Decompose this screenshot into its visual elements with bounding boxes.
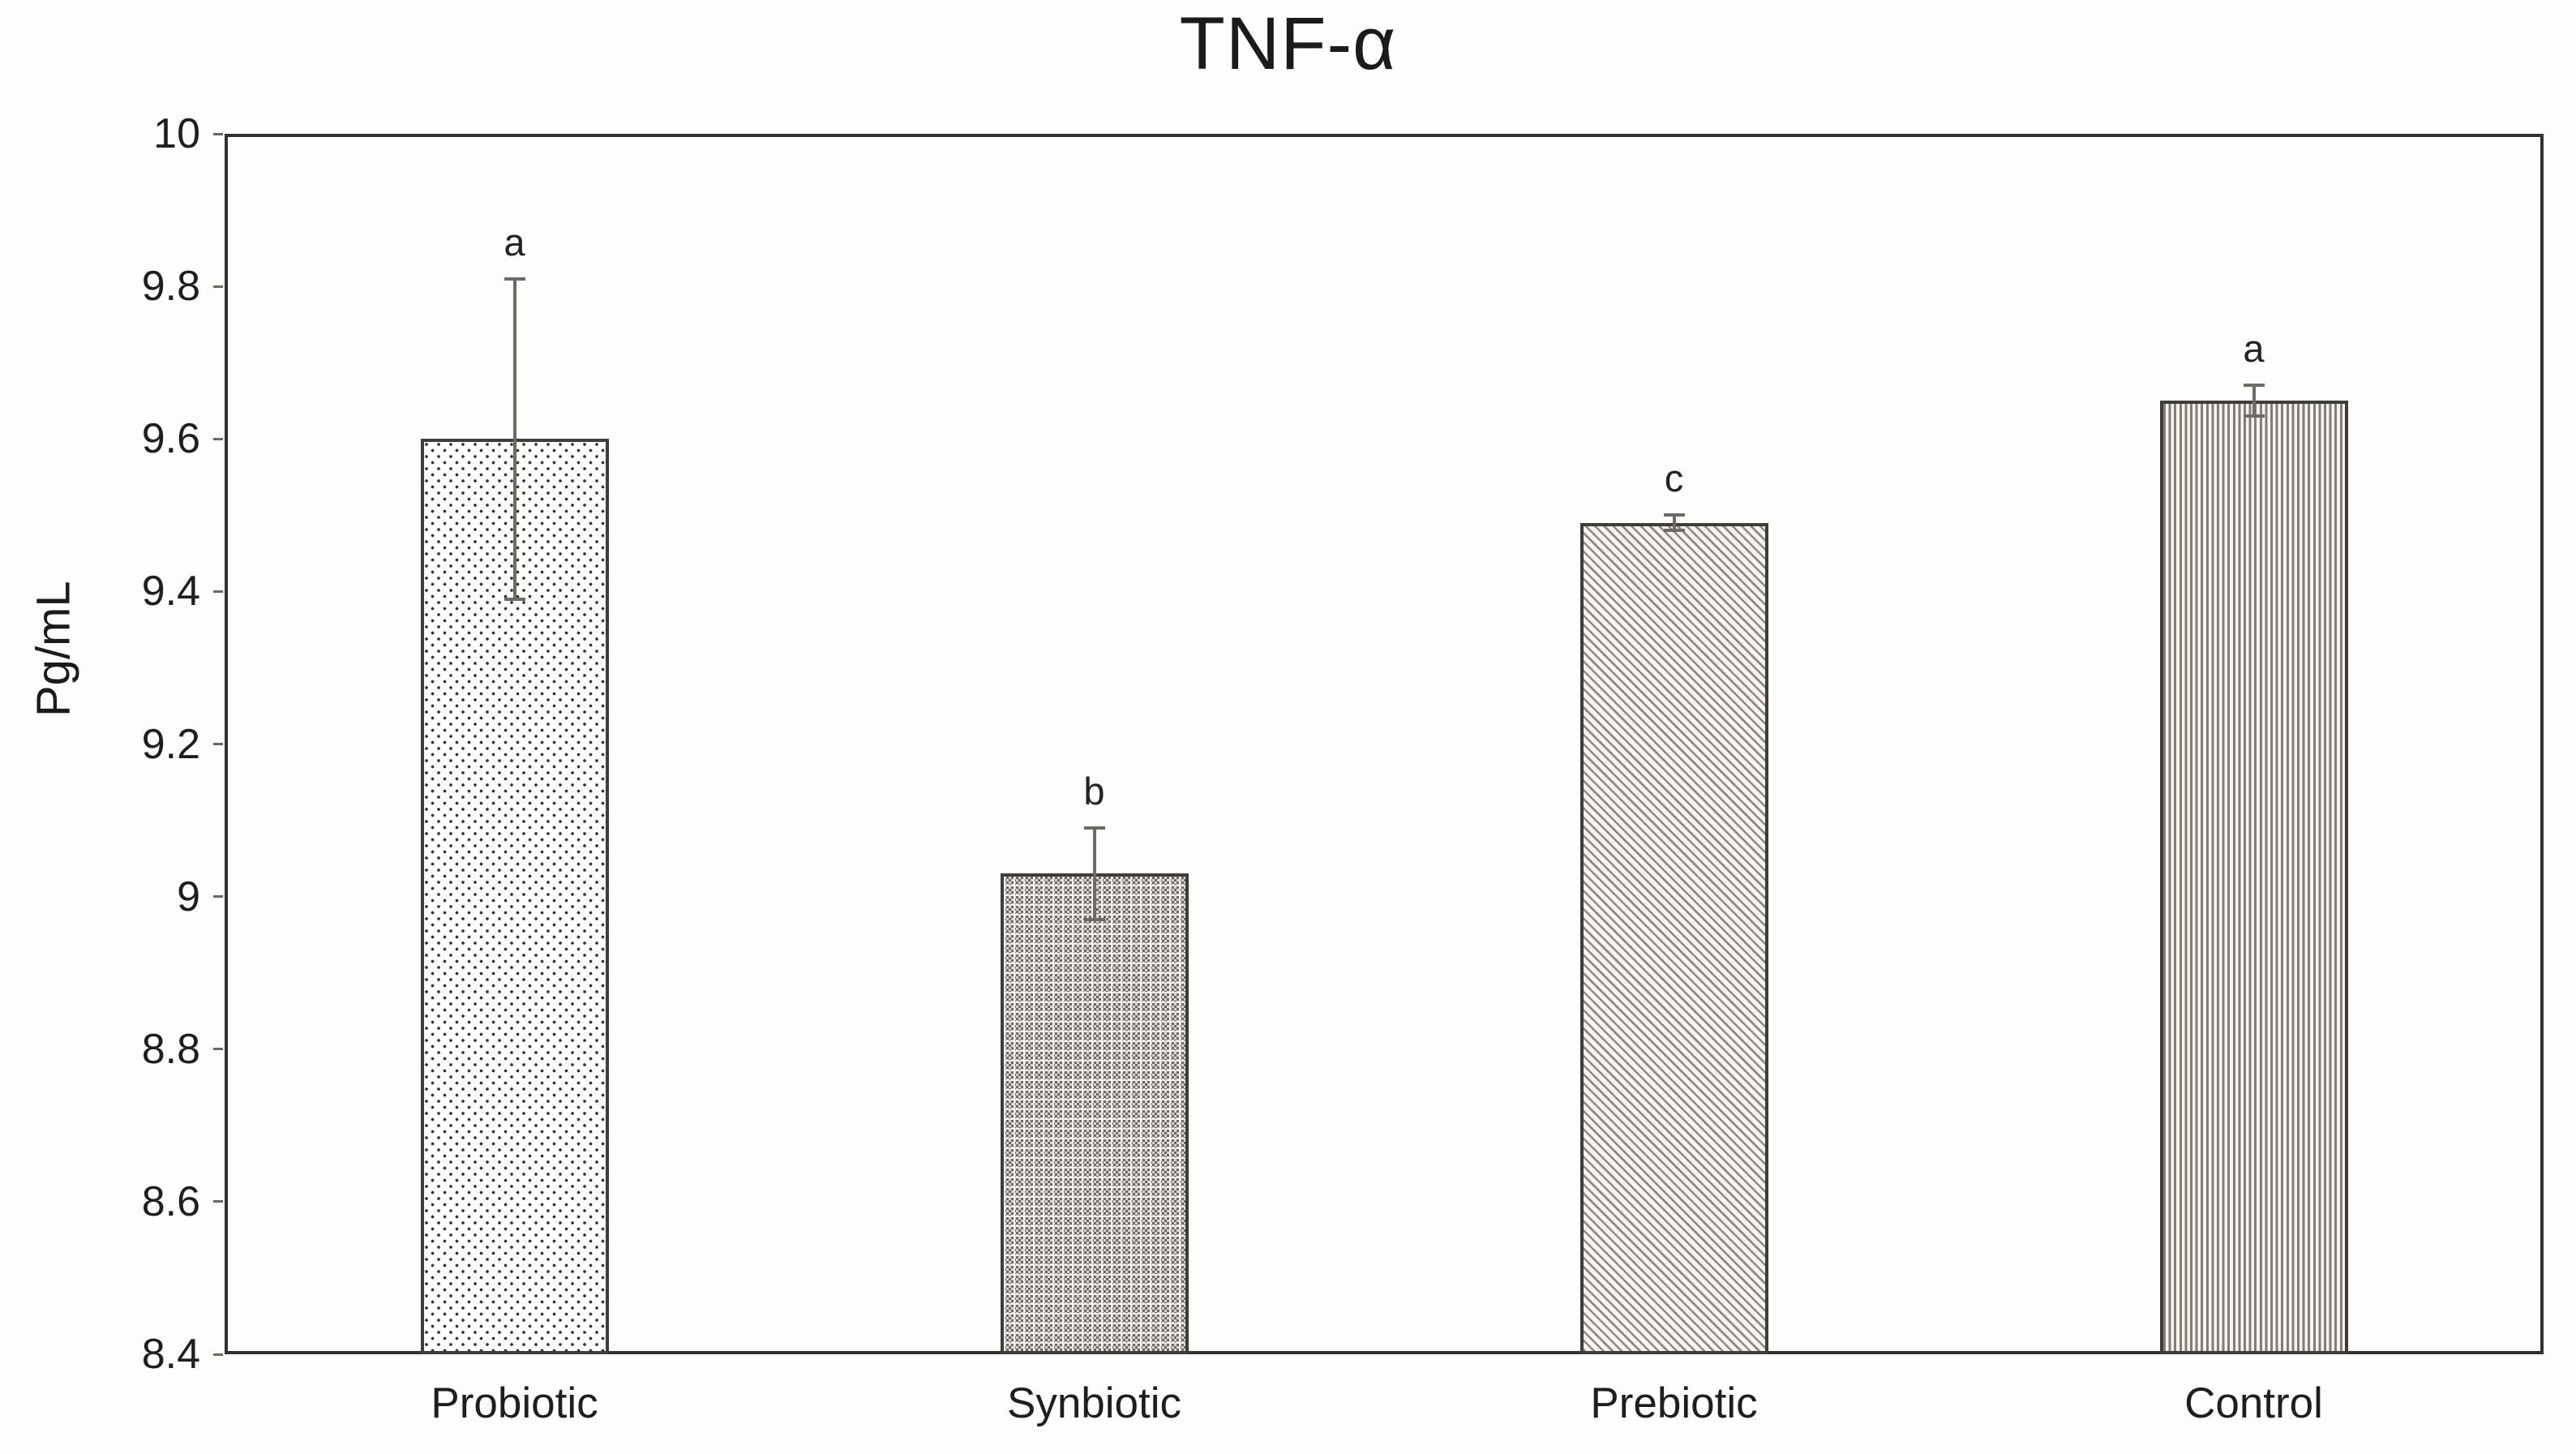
y-tick-mark <box>213 590 223 593</box>
x-category-label-synbiotic: Synbiotic <box>1006 1379 1182 1427</box>
y-tick-label: 9.8 <box>141 263 200 311</box>
y-tick-label: 10 <box>153 110 200 157</box>
y-tick-label: 8.8 <box>141 1025 200 1073</box>
significance-letter-synbiotic: b <box>1083 769 1105 813</box>
y-tick-mark <box>213 1200 223 1203</box>
error-bar-cap-top-probiotic <box>504 277 525 281</box>
bar-synbiotic <box>1000 873 1189 1354</box>
error-bar-cap-bottom-control <box>2243 414 2265 418</box>
y-tick-mark <box>213 743 223 745</box>
y-tick-mark <box>213 437 223 440</box>
x-category-label-prebiotic: Prebiotic <box>1590 1379 1758 1427</box>
error-bar-cap-bottom-prebiotic <box>1663 529 1685 533</box>
error-bar-synbiotic <box>1092 827 1096 920</box>
chart-title: TNF-α <box>1179 2 1397 85</box>
y-tick-label: 9.2 <box>141 720 200 768</box>
plot-area <box>225 134 2544 1354</box>
bar-control <box>2159 401 2348 1354</box>
error-bar-control <box>2252 385 2256 417</box>
significance-letter-probiotic: a <box>504 220 525 264</box>
error-bar-probiotic <box>512 278 516 599</box>
error-bar-cap-bottom-probiotic <box>504 597 525 601</box>
y-tick-label: 8.4 <box>141 1331 200 1378</box>
y-tick-label: 9.6 <box>141 415 200 463</box>
x-category-label-probiotic: Probiotic <box>431 1379 598 1427</box>
error-bar-cap-bottom-synbiotic <box>1083 917 1105 921</box>
error-bar-prebiotic <box>1672 515 1676 531</box>
y-tick-label: 8.6 <box>141 1177 200 1225</box>
y-tick-label: 9.4 <box>141 568 200 615</box>
error-bar-cap-top-control <box>2243 384 2265 388</box>
y-tick-mark <box>213 895 223 899</box>
significance-letter-control: a <box>2243 327 2265 371</box>
significance-letter-prebiotic: c <box>1664 457 1684 500</box>
x-category-label-control: Control <box>2184 1379 2323 1427</box>
y-tick-mark <box>213 1353 223 1356</box>
y-tick-mark <box>213 285 223 288</box>
y-axis-title: Pg/mL <box>27 581 80 717</box>
y-tick-mark <box>213 132 223 135</box>
error-bar-cap-top-synbiotic <box>1083 826 1105 830</box>
bar-prebiotic <box>1579 522 1768 1354</box>
error-bar-cap-top-prebiotic <box>1663 513 1685 517</box>
y-tick-mark <box>213 1048 223 1051</box>
y-tick-label: 9 <box>177 873 200 920</box>
